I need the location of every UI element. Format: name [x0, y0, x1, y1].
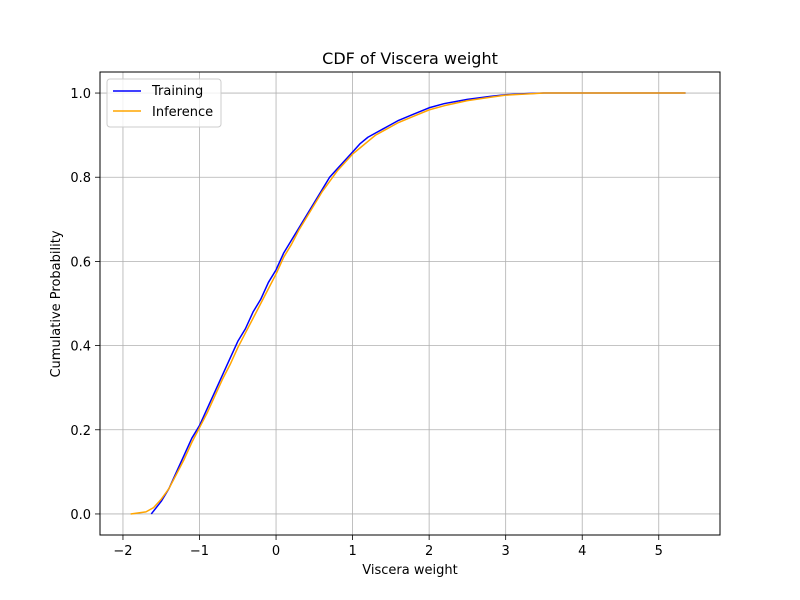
x-tick-label: 3 [502, 544, 510, 559]
y-tick-label: 0.2 [70, 424, 91, 439]
x-tick-label: 5 [655, 544, 663, 559]
legend-label-inference: Inference [152, 105, 213, 120]
x-tick-label: −2 [113, 544, 132, 559]
y-tick-label: 0.4 [70, 340, 91, 355]
x-tick-label: −1 [190, 544, 209, 559]
plot-area-frame [99, 71, 721, 536]
x-tick-label: 1 [348, 544, 356, 559]
y-tick-label: 0.0 [70, 508, 91, 523]
x-tick-label: 4 [578, 544, 586, 559]
y-tick-label: 0.8 [70, 171, 91, 186]
x-tick-label: 0 [272, 544, 280, 559]
series-line-training [150, 92, 686, 515]
series-layer [130, 92, 686, 515]
legend-label-training: Training [151, 84, 203, 99]
chart-title: CDF of Viscera weight [322, 49, 498, 68]
x-tick-label: 2 [425, 544, 433, 559]
y-axis-label: Cumulative Probability [49, 230, 64, 377]
y-tick-label: 0.6 [70, 255, 91, 270]
x-axis-label: Viscera weight [362, 563, 457, 578]
axis-ticks: −2 −1 0 1 2 3 4 5 0.0 0.2 0.4 0.6 0.8 1.0 [70, 87, 663, 559]
legend: Training Inference [106, 78, 222, 128]
y-tick-label: 1.0 [70, 87, 91, 102]
series-line-inference [130, 92, 686, 515]
grid-lines [100, 72, 720, 535]
